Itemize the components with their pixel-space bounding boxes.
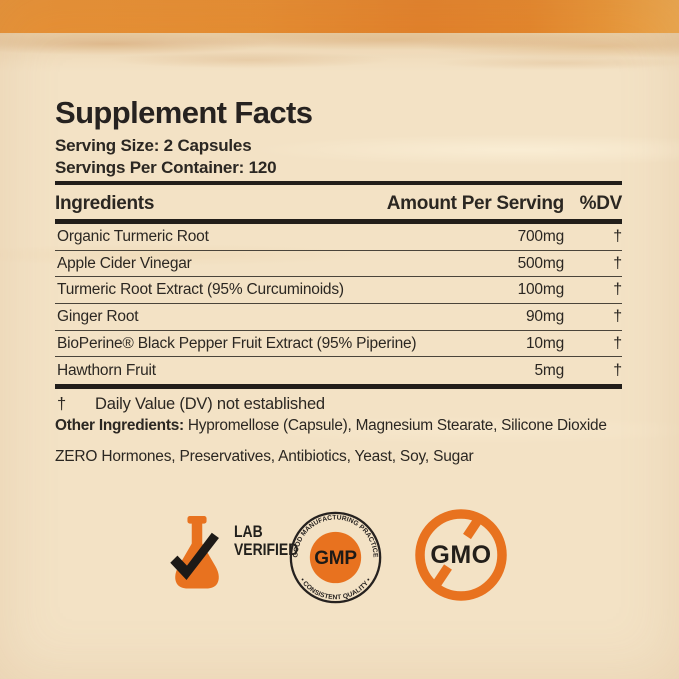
ingredient-row: BioPerine® Black Pepper Fruit Extract (9…: [55, 331, 622, 358]
divider-thick: [55, 181, 622, 185]
ingredient-name: BioPerine® Black Pepper Fruit Extract (9…: [57, 334, 417, 352]
daily-value-footnote: † Daily Value (DV) not established: [57, 395, 325, 414]
ingredient-row: Organic Turmeric Root 700mg †: [55, 224, 622, 251]
dagger-symbol: †: [57, 395, 66, 413]
divider-thick: [55, 384, 622, 389]
ingredient-dv: †: [613, 281, 622, 299]
table-header: Ingredients Amount Per Serving %DV: [55, 191, 622, 217]
ingredient-row: Apple Cider Vinegar 500mg †: [55, 251, 622, 278]
ingredient-name: Organic Turmeric Root: [57, 227, 209, 245]
ingredient-name: Turmeric Root Extract (95% Curcuminoids): [57, 281, 344, 299]
ingredient-dv: †: [613, 254, 622, 272]
no-gmo-icon: GMO: [415, 509, 507, 601]
lab-verified-line1: LAB: [234, 522, 263, 541]
ingredient-amount: 90mg: [526, 307, 564, 325]
gmp-center-text: GMP: [314, 548, 357, 569]
servings-per-container-text: Servings Per Container: 120: [55, 158, 277, 177]
gmo-center-text: GMO: [430, 541, 491, 569]
daily-value-footnote-text: Daily Value (DV) not established: [95, 395, 325, 413]
ingredient-amount: 700mg: [517, 227, 565, 245]
top-banner-stripe: [0, 0, 679, 33]
flask-check-icon: [170, 516, 219, 589]
other-ingredients-label: Other Ingredients:: [55, 417, 184, 434]
ingredient-row: Turmeric Root Extract (95% Curcuminoids)…: [55, 277, 622, 305]
column-header-ingredients: Ingredients: [55, 193, 155, 214]
no-gmo-badge: GMO: [411, 505, 511, 610]
ingredient-dv: †: [613, 334, 622, 352]
ingredients-table: Organic Turmeric Root 700mg † Apple Cide…: [55, 224, 622, 384]
ingredient-dv: †: [613, 307, 622, 325]
ingredient-name: Hawthorn Fruit: [57, 361, 156, 379]
ingredient-amount: 5mg: [534, 361, 564, 379]
supplement-facts-title: Supplement Facts: [55, 95, 313, 130]
zero-claims-text: ZERO Hormones, Preservatives, Antibiotic…: [55, 448, 474, 465]
gmp-seal-icon: GOOD MANUFACTURING PRACTICE • CONSISTENT…: [289, 511, 382, 604]
lab-verified-label: LAB VERIFIED: [234, 523, 298, 600]
ingredient-row: Ginger Root 90mg †: [55, 304, 622, 331]
ingredient-name: Apple Cider Vinegar: [57, 254, 192, 272]
other-ingredients-text: Other Ingredients: Hypromellose (Capsule…: [55, 417, 635, 435]
ingredient-dv: †: [613, 227, 622, 245]
ingredient-amount: 500mg: [517, 254, 565, 272]
lab-verified-badge: LAB VERIFIED: [166, 516, 312, 600]
ingredient-amount: 10mg: [526, 334, 564, 352]
ingredient-row: Hawthorn Fruit 5mg †: [55, 357, 622, 384]
other-ingredients-list: Hypromellose (Capsule), Magnesium Steara…: [183, 417, 607, 434]
lab-verified-line2: VERIFIED: [234, 540, 299, 559]
column-header-amount-per-serving: Amount Per Serving: [386, 193, 565, 214]
ingredient-amount: 100mg: [517, 281, 565, 299]
ingredient-name: Ginger Root: [57, 307, 139, 325]
gmp-badge: GOOD MANUFACTURING PRACTICE • CONSISTENT…: [288, 510, 383, 610]
serving-size-text: Serving Size: 2 Capsules: [55, 136, 252, 155]
divider-thick: [55, 219, 622, 224]
column-header-percent-dv: %DV: [579, 193, 623, 214]
ingredient-dv: †: [613, 361, 622, 379]
